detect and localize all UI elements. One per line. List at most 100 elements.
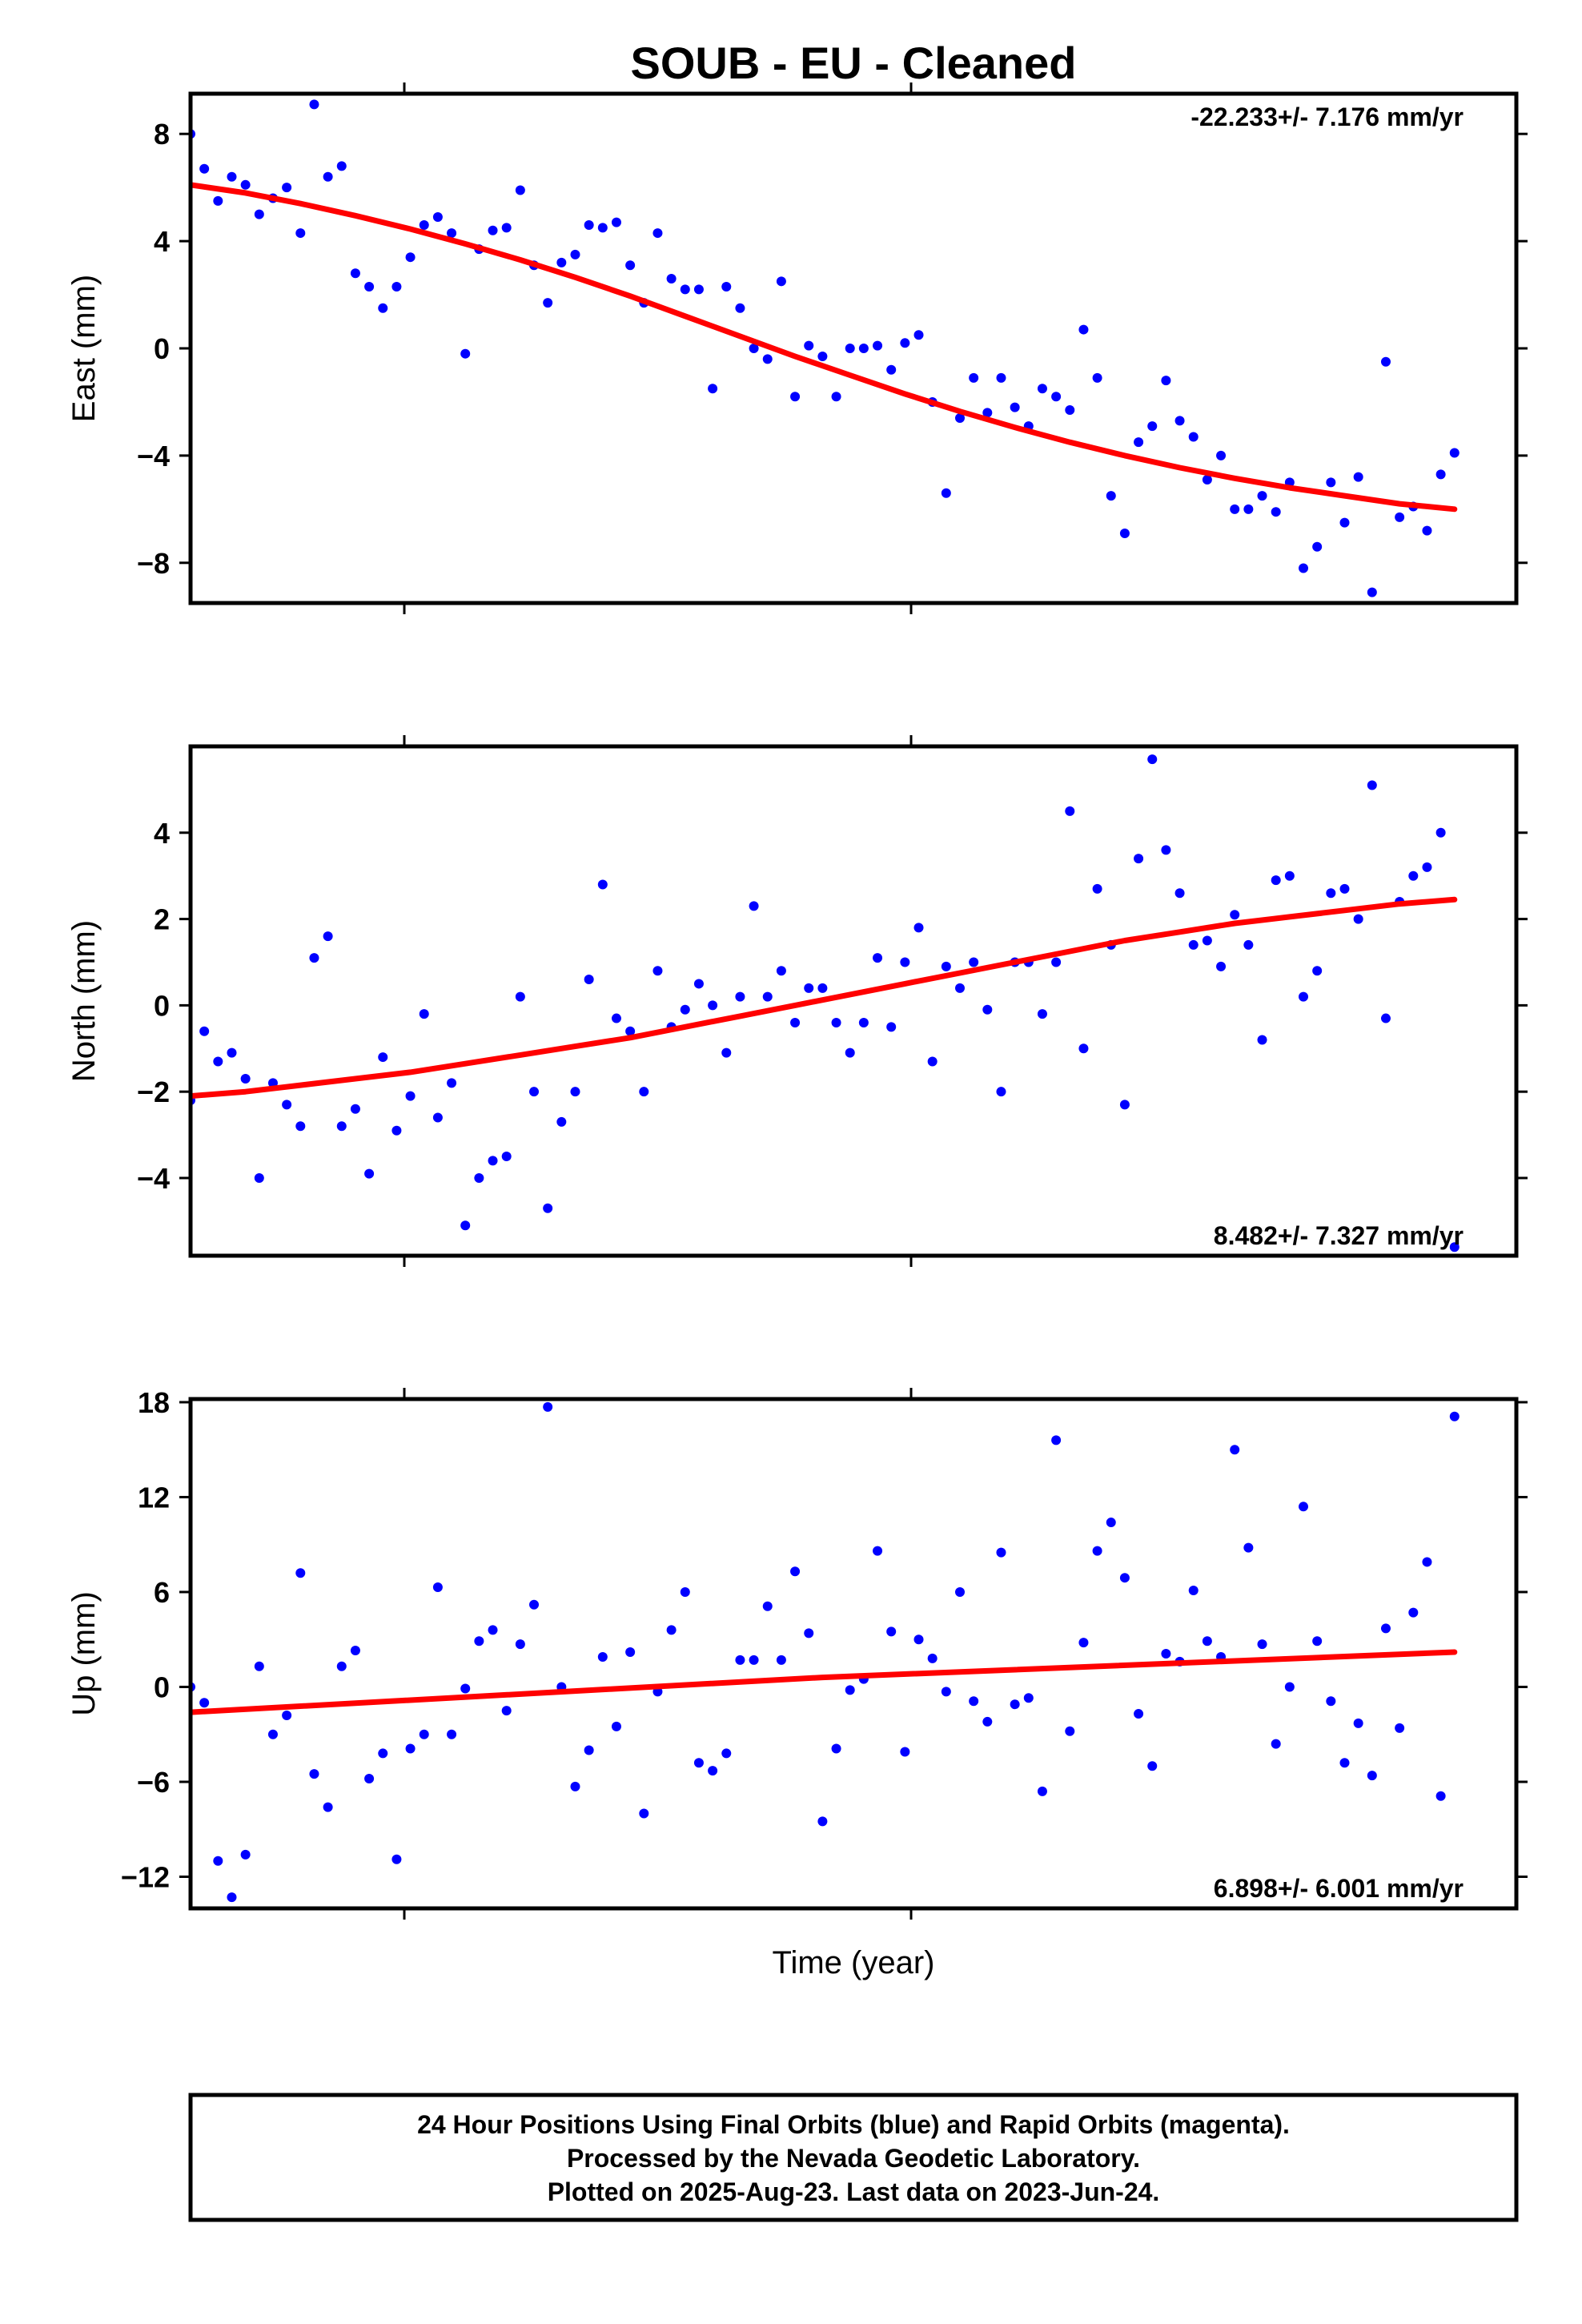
up-data-point xyxy=(529,1599,540,1610)
north-data-point xyxy=(1188,939,1199,950)
north-data-point xyxy=(1326,888,1336,899)
north-data-point xyxy=(309,953,319,963)
north-data-point xyxy=(391,1125,402,1136)
up-data-point xyxy=(213,1856,223,1866)
north-data-point xyxy=(543,1203,553,1213)
east-data-point xyxy=(666,273,677,283)
up-data-point xyxy=(1243,1542,1254,1553)
east-data-point xyxy=(1065,404,1075,415)
east-data-point xyxy=(900,338,910,348)
up-data-point xyxy=(1065,1726,1075,1736)
up-data-point xyxy=(1395,1723,1405,1733)
east-data-point xyxy=(1092,372,1102,383)
north-plot-frame xyxy=(188,744,1519,1258)
east-data-point xyxy=(1230,504,1240,514)
north-data-point xyxy=(1065,806,1075,816)
up-data-point xyxy=(913,1634,924,1645)
east-data-point xyxy=(570,249,580,259)
up-data-point xyxy=(1257,1639,1267,1650)
east-data-point xyxy=(817,352,828,362)
up-data-point xyxy=(543,1401,553,1412)
north-data-point xyxy=(927,1056,938,1067)
north-data-point xyxy=(282,1100,292,1110)
east-data-point xyxy=(460,348,471,359)
up-data-point xyxy=(1230,1445,1240,1455)
east-data-point xyxy=(1449,448,1460,458)
north-data-point xyxy=(1284,870,1295,881)
east-data-point xyxy=(1257,491,1267,501)
north-data-layer xyxy=(191,754,1460,1252)
east-data-point xyxy=(213,195,223,206)
up-ytick-label: 6 xyxy=(154,1576,170,1609)
east-data-point xyxy=(1326,477,1336,488)
north-data-point xyxy=(721,1047,732,1058)
up-data-point xyxy=(501,1706,512,1716)
north-data-point xyxy=(1147,754,1158,765)
footer-frame xyxy=(188,2093,1519,2222)
up-data-point xyxy=(1106,1518,1116,1528)
north-data-point xyxy=(1037,1009,1047,1019)
up-data-point xyxy=(364,1774,375,1784)
north-data-point xyxy=(1408,870,1419,881)
north-data-point xyxy=(227,1047,237,1058)
up-data-point xyxy=(460,1683,471,1694)
up-data-point xyxy=(1147,1761,1158,1771)
east-data-point xyxy=(1078,324,1089,335)
up-data-point xyxy=(996,1547,1006,1558)
up-data-point xyxy=(474,1636,484,1647)
east-data-point xyxy=(886,364,897,375)
east-data-point xyxy=(254,209,264,219)
north-data-point xyxy=(295,1121,306,1132)
up-data-point xyxy=(804,1628,814,1638)
north-data-point xyxy=(680,1004,690,1015)
north-data-point xyxy=(364,1168,375,1179)
north-data-point xyxy=(584,975,594,985)
footer-line-2: Processed by the Nevada Geodetic Laborat… xyxy=(567,2144,1140,2173)
east-data-point xyxy=(282,183,292,193)
east-data-point xyxy=(515,185,525,195)
east-data-point xyxy=(1353,472,1363,482)
north-data-point xyxy=(1299,991,1309,1002)
north-data-point xyxy=(323,931,333,942)
east-data-point xyxy=(1188,432,1199,442)
up-data-point xyxy=(1078,1638,1089,1648)
up-data-point xyxy=(1312,1636,1323,1647)
east-data-point xyxy=(776,276,786,287)
east-data-point xyxy=(1271,507,1281,517)
east-rate-label: -22.233+/- 7.176 mm/yr xyxy=(1191,103,1464,131)
north-data-point xyxy=(873,953,883,963)
up-data-point xyxy=(1119,1573,1130,1583)
north-data-point xyxy=(1202,935,1212,946)
up-data-point xyxy=(405,1743,416,1754)
up-data-point xyxy=(680,1586,690,1597)
east-data-point xyxy=(543,298,553,308)
east-data-point xyxy=(1435,469,1446,480)
up-data-point xyxy=(1202,1636,1212,1647)
east-data-point xyxy=(199,163,210,174)
up-data-point xyxy=(515,1639,525,1650)
north-data-point xyxy=(1435,827,1446,838)
up-data-point xyxy=(584,1745,594,1755)
east-ytick-label: −8 xyxy=(137,547,170,580)
north-data-point xyxy=(1257,1035,1267,1045)
north-data-point xyxy=(240,1074,251,1084)
north-data-point xyxy=(845,1047,855,1058)
east-data-point xyxy=(831,392,841,402)
up-data-point xyxy=(1339,1758,1350,1768)
up-fit-line xyxy=(191,1649,1458,1715)
up-data-point xyxy=(447,1729,457,1739)
up-data-point xyxy=(282,1711,292,1721)
north-data-point xyxy=(1092,883,1102,894)
east-data-point xyxy=(1299,563,1309,573)
east-plot-frame xyxy=(188,91,1519,605)
north-data-point xyxy=(749,901,759,911)
north-data-point xyxy=(652,966,663,976)
north-data-point xyxy=(708,1000,718,1011)
up-data-point xyxy=(1367,1771,1377,1781)
east-data-point xyxy=(1037,384,1047,394)
east-ytick-label: 8 xyxy=(154,118,170,151)
up-data-point xyxy=(625,1647,636,1658)
east-data-point xyxy=(1216,450,1227,460)
north-data-point xyxy=(501,1152,512,1162)
north-data-point xyxy=(1312,966,1323,976)
